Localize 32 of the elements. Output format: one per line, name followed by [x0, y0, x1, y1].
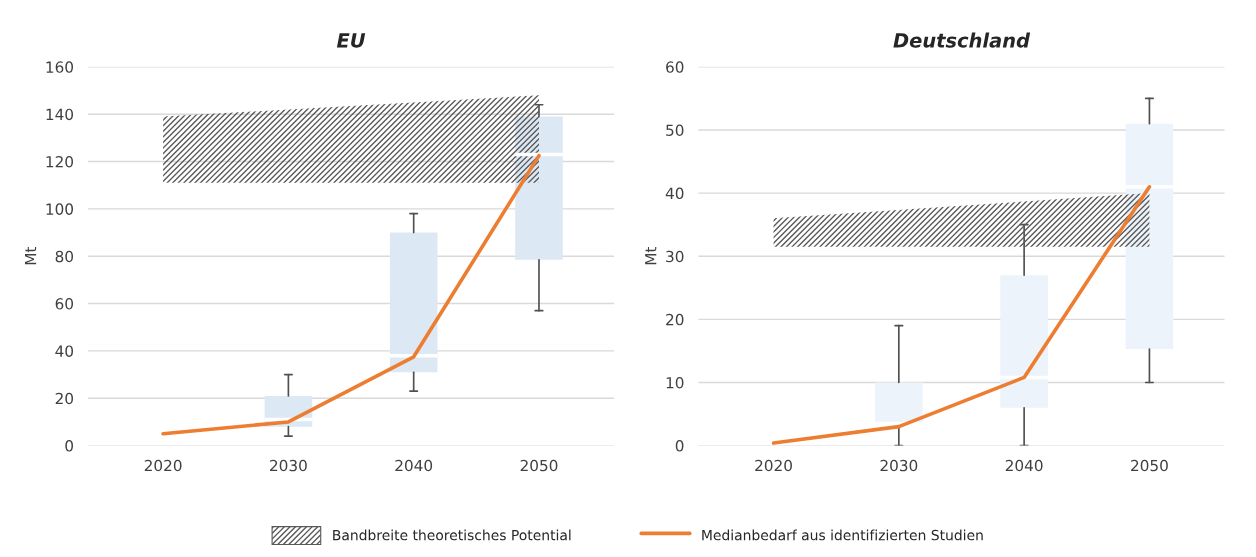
legend-label: Bandbreite theoretisches Potential: [333, 529, 571, 541]
x-tick-label: 2020: [755, 459, 792, 472]
y-tick-label: 140: [46, 108, 74, 121]
y-tick-label: 80: [55, 250, 74, 263]
y-axis-title: Mt: [645, 247, 657, 265]
y-tick-label: 40: [55, 345, 74, 357]
x-tick-label: 2040: [1005, 459, 1043, 472]
y-tick-label: 0: [65, 440, 74, 452]
y-tick-label: 10: [666, 376, 684, 389]
y-tick-label: 60: [666, 61, 684, 73]
chart-title: Deutschland: [893, 32, 1031, 48]
y-tick-label: 160: [46, 61, 74, 73]
x-tick-label: 2030: [270, 459, 307, 472]
y-axis-title: Mt: [25, 247, 37, 265]
y-tick-label: 100: [46, 203, 74, 215]
legend-label: Medianbedarf aus identifizierten Studien: [702, 529, 983, 541]
x-tick-label: 2050: [520, 459, 558, 472]
line-series: [161, 153, 541, 436]
x-tick-label: 2040: [395, 459, 433, 472]
chart-title: EU: [336, 33, 366, 48]
y-tick-label: 20: [55, 392, 74, 405]
x-tick-label: 2050: [1131, 459, 1168, 472]
y-tick-label: 30: [666, 250, 684, 263]
y-tick-label: 0: [675, 440, 684, 452]
y-tick-label: 120: [46, 156, 74, 168]
line-series: [771, 184, 1152, 445]
y-tick-label: 50: [666, 124, 684, 136]
x-tick-label: 2020: [144, 459, 182, 472]
y-tick-label: 60: [55, 298, 74, 310]
y-tick-label: 20: [666, 313, 684, 326]
x-tick-label: 2030: [880, 459, 918, 472]
y-tick-label: 40: [665, 187, 684, 200]
